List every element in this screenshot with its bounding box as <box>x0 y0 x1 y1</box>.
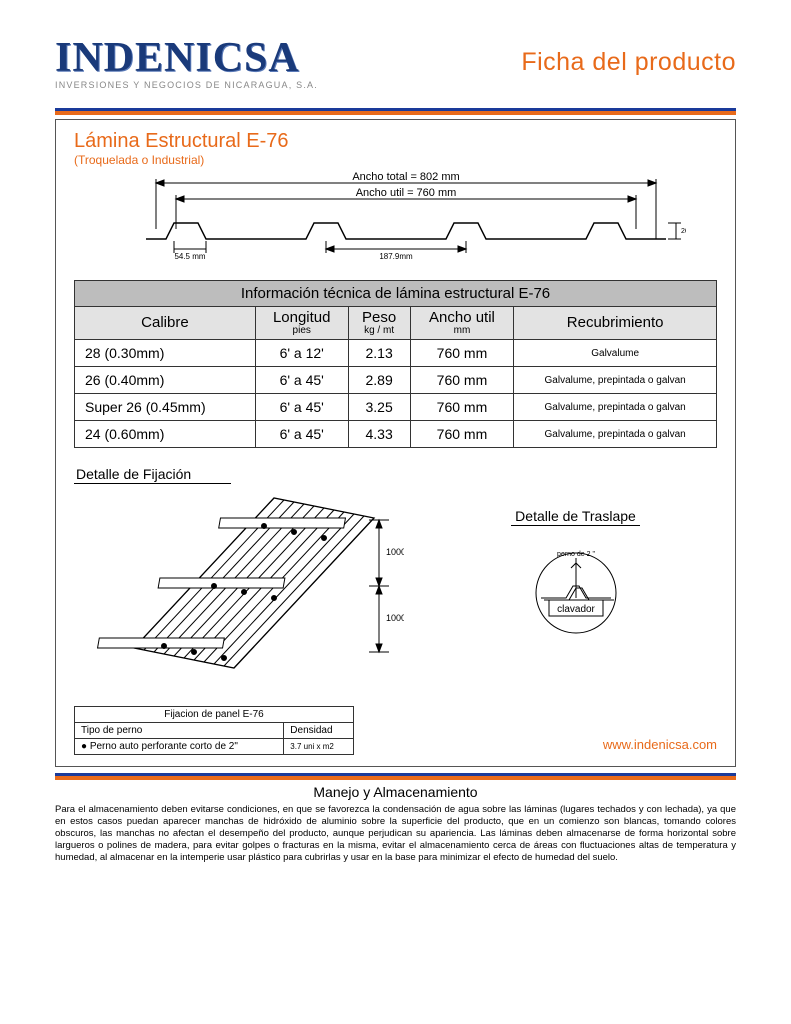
table-row: 24 (0.60mm)6' a 45'4.33760 mmGalvalume, … <box>75 421 717 448</box>
overlap-clavador: clavador <box>557 604 595 615</box>
cell-ancho: 760 mm <box>410 367 514 394</box>
product-subtitle: (Troquelada o Industrial) <box>74 153 717 167</box>
col-peso: Pesokg / mt <box>348 306 410 339</box>
cell-recub: Galvalume, prepintada o galvan <box>514 421 717 448</box>
cell-recub: Galvalume, prepintada o galvan <box>514 394 717 421</box>
divider-bar <box>55 108 736 115</box>
col-longitud: Longitudpies <box>255 306 348 339</box>
cell-recub: Galvalume <box>514 340 717 367</box>
fix-col1: Tipo de perno <box>75 723 284 739</box>
cell-longitud: 6' a 45' <box>255 394 348 421</box>
col-recub: Recubrimiento <box>514 306 717 339</box>
profile-diagram: Ancho total = 802 mm Ancho util = 760 mm… <box>106 171 686 266</box>
divider-bar-bottom <box>55 773 736 780</box>
header: INDENICSA INVERSIONES Y NEGOCIOS DE NICA… <box>55 40 736 90</box>
fix-bolt-type: ● Perno auto perforante corto de 2" <box>75 739 284 755</box>
footer-title: Manejo y Almacenamiento <box>55 784 736 800</box>
table-row: Super 26 (0.45mm)6' a 45'3.25760 mmGalva… <box>75 394 717 421</box>
cell-calibre: 24 (0.60mm) <box>75 421 256 448</box>
fixation-block: 1000 mm 1000 mm Fijacion de panel E-76 T… <box>74 488 404 755</box>
sheet-title: Ficha del producto <box>521 48 736 77</box>
cell-ancho: 760 mm <box>410 394 514 421</box>
cell-peso: 2.89 <box>348 367 410 394</box>
cell-calibre: Super 26 (0.45mm) <box>75 394 256 421</box>
overlap-diagram: perno de 2 " clavador <box>501 538 651 638</box>
table-row: 28 (0.30mm)6' a 12'2.13760 mmGalvalume <box>75 340 717 367</box>
cell-longitud: 6' a 45' <box>255 421 348 448</box>
overlap-bolt-label: perno de 2 " <box>557 551 595 558</box>
cell-peso: 4.33 <box>348 421 410 448</box>
spec-table-title: Información técnica de lámina estructura… <box>75 280 717 306</box>
overlap-block: Detalle de Traslape perno de 2 " clavado… <box>434 488 717 755</box>
dim-height: 26.3 mm <box>681 228 686 235</box>
cell-peso: 3.25 <box>348 394 410 421</box>
dim-rib-spacing: 187.9mm <box>379 252 413 261</box>
fix-dim-1: 1000 mm <box>386 547 404 557</box>
logo-subtitle: INVERSIONES Y NEGOCIOS DE NICARAGUA, S.A… <box>55 80 318 90</box>
logo-block: INDENICSA INVERSIONES Y NEGOCIOS DE NICA… <box>55 40 318 90</box>
dim-rib-width: 54.5 mm <box>174 252 205 261</box>
content-box: Lámina Estructural E-76 (Troquelada o In… <box>55 119 736 767</box>
product-title: Lámina Estructural E-76 <box>74 130 717 153</box>
overlap-title: Detalle de Traslape <box>511 508 640 526</box>
cell-longitud: 6' a 45' <box>255 367 348 394</box>
dim-ancho-total: Ancho total = 802 mm <box>352 171 459 183</box>
col-calibre: Calibre <box>75 306 256 339</box>
fix-col2: Densidad <box>284 723 354 739</box>
col-ancho: Ancho utilmm <box>410 306 514 339</box>
fix-density: 3.7 uni x m2 <box>284 739 354 755</box>
cell-calibre: 26 (0.40mm) <box>75 367 256 394</box>
fixation-label: Detalle de Fijación <box>74 466 231 484</box>
logo: INDENICSA <box>55 40 318 78</box>
spec-table: Información técnica de lámina estructura… <box>74 280 717 448</box>
cell-ancho: 760 mm <box>410 340 514 367</box>
cell-calibre: 28 (0.30mm) <box>75 340 256 367</box>
fix-table-title: Fijacion de panel E-76 <box>75 707 354 723</box>
cell-peso: 2.13 <box>348 340 410 367</box>
fix-dim-2: 1000 mm <box>386 613 404 623</box>
cell-longitud: 6' a 12' <box>255 340 348 367</box>
footer-text: Para el almacenamiento deben evitarse co… <box>55 804 736 863</box>
dim-ancho-util: Ancho util = 760 mm <box>355 187 456 199</box>
fixation-diagram: 1000 mm 1000 mm <box>74 488 404 693</box>
table-row: 26 (0.40mm)6' a 45'2.89760 mmGalvalume, … <box>75 367 717 394</box>
fixation-table: Fijacion de panel E-76 Tipo de perno Den… <box>74 706 354 755</box>
cell-ancho: 760 mm <box>410 421 514 448</box>
cell-recub: Galvalume, prepintada o galvan <box>514 367 717 394</box>
